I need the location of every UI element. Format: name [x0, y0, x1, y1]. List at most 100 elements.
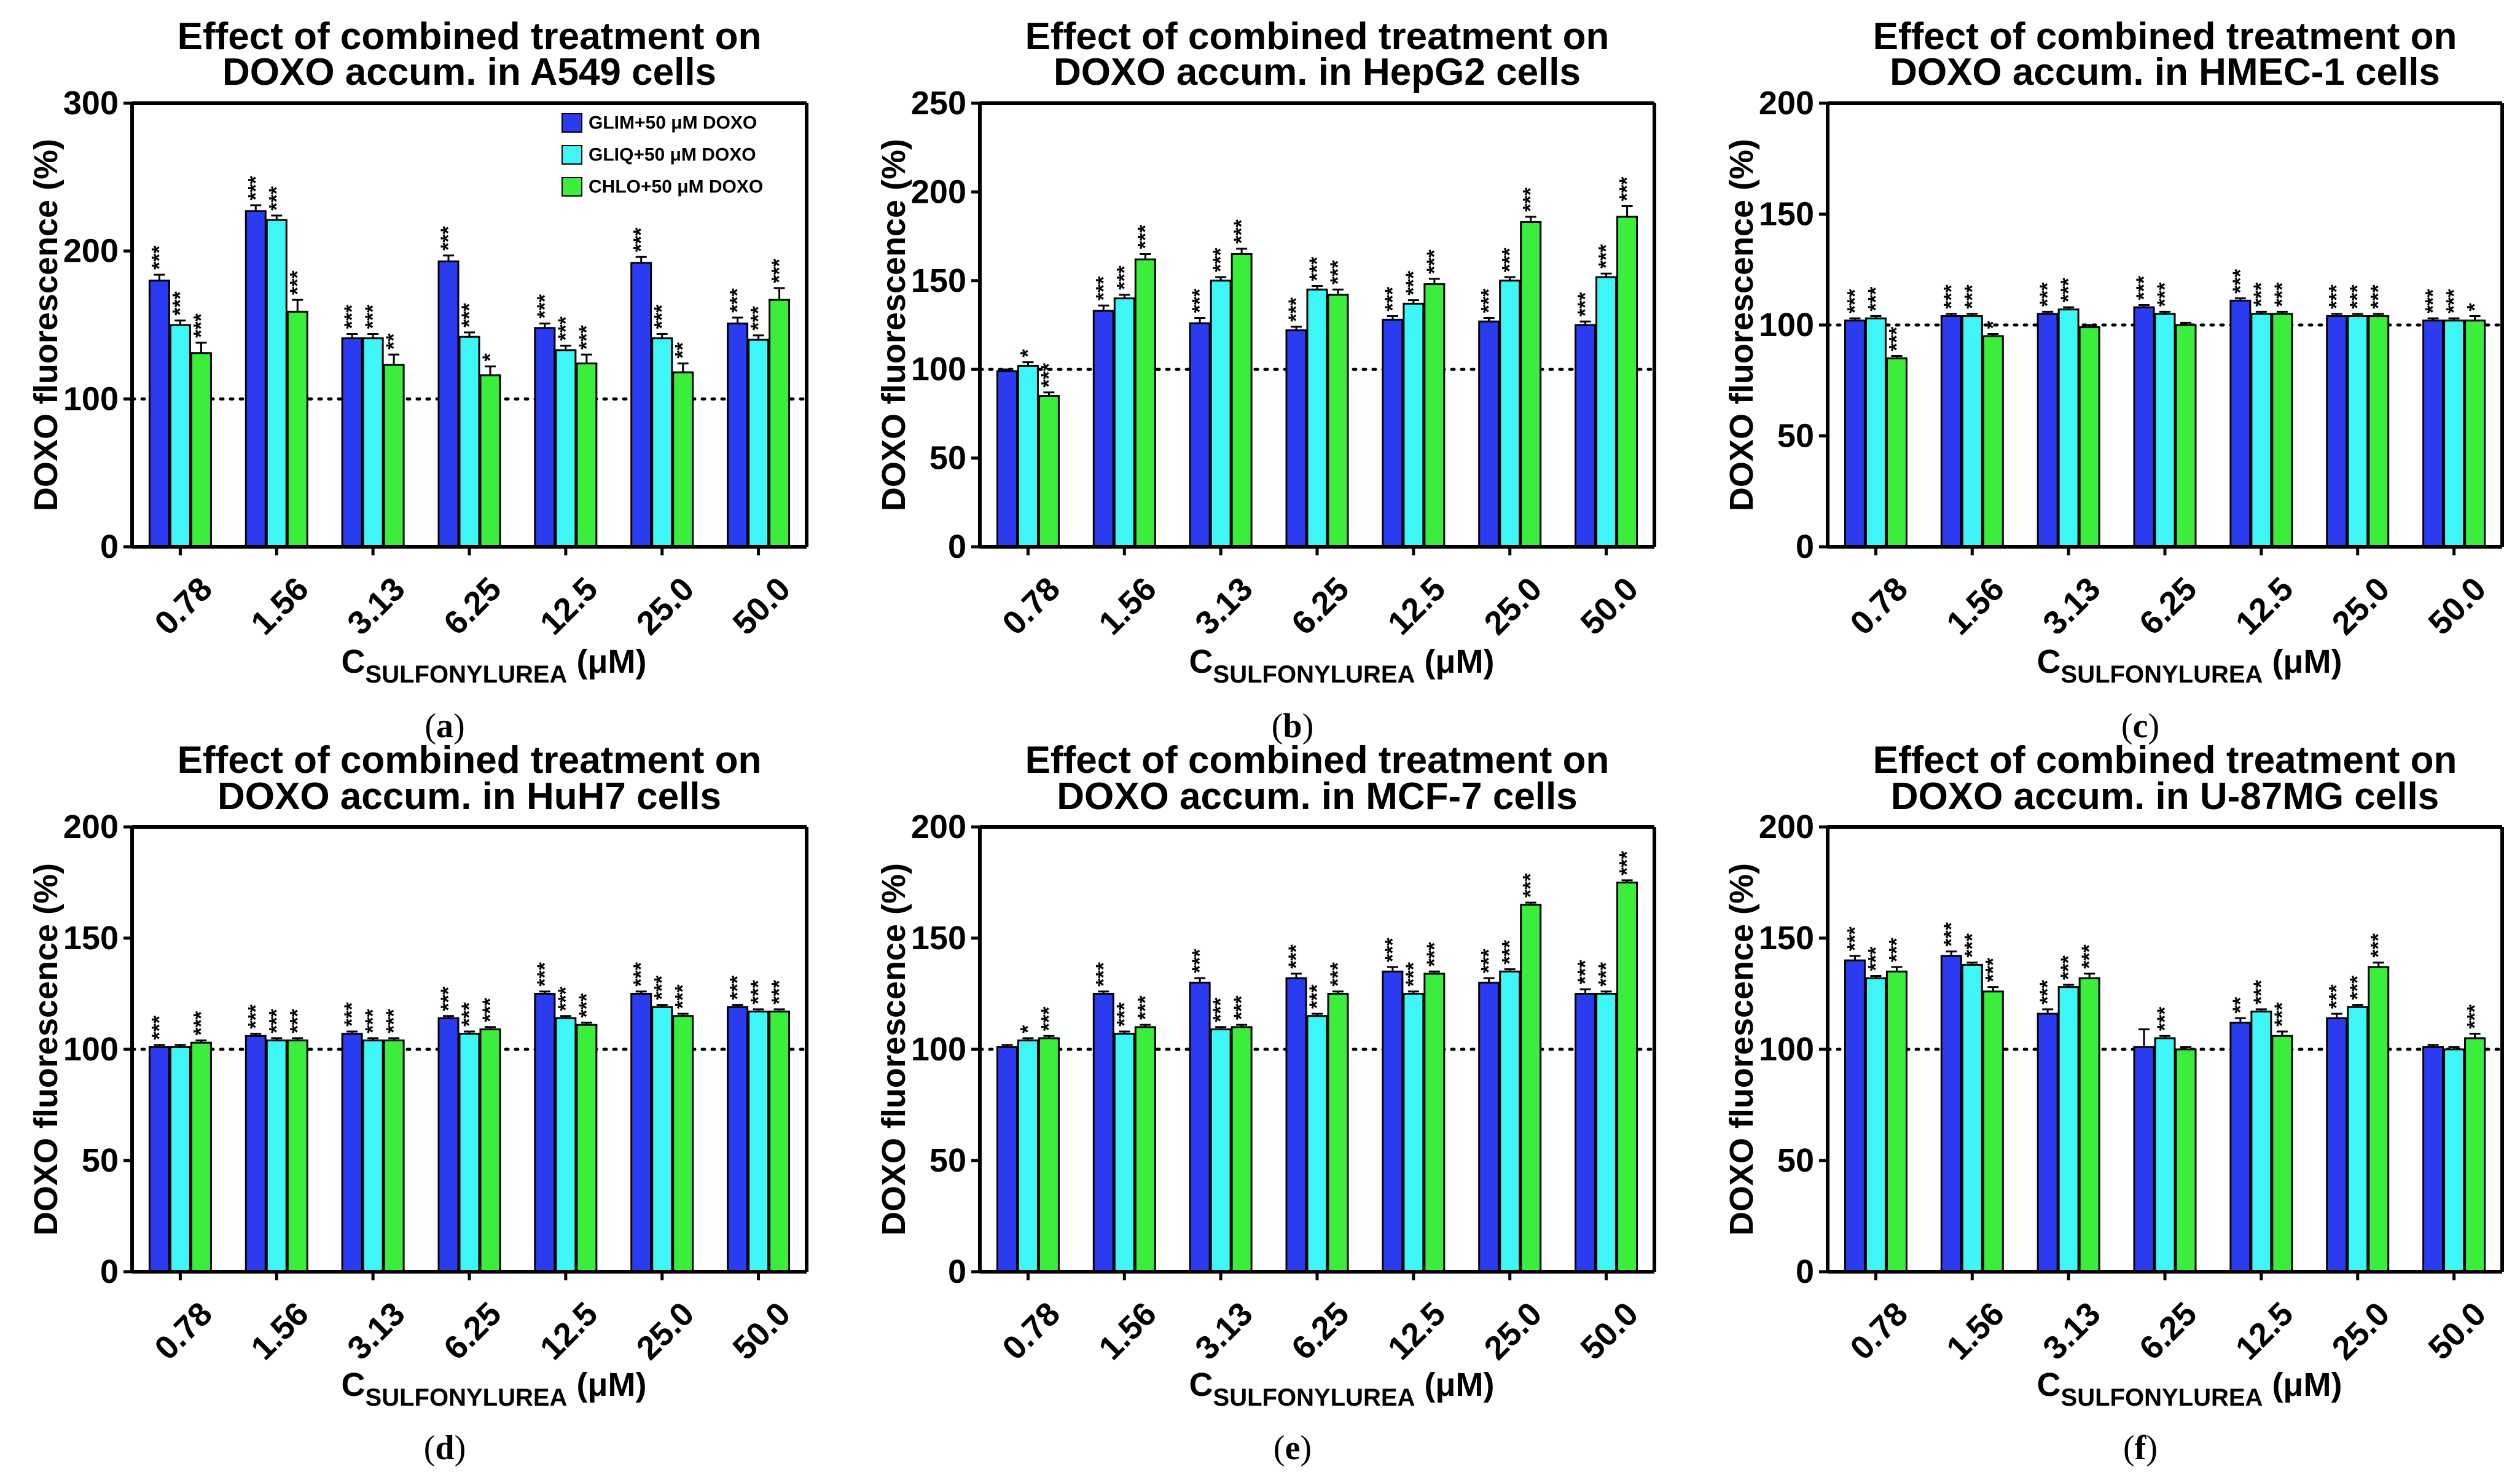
bar-6.25-s1 [437, 1017, 460, 1273]
significance-label: *** [630, 227, 653, 252]
bar-6.25-s1 [437, 260, 460, 548]
legend-label-3: CHLO+50 μM DOXO [589, 177, 763, 197]
bar-1.56-s3 [1134, 1026, 1156, 1273]
bar-3.13-s2 [2057, 308, 2080, 548]
significance-label: *** [361, 304, 385, 329]
bar-0.78-s3 [190, 352, 212, 548]
bar-12.5-s2 [1403, 993, 1425, 1273]
x-tick-label: 0.78 [995, 1295, 1067, 1367]
bar-12.5-s2 [1403, 302, 1425, 548]
x-tick-label: 1.56 [1092, 570, 1164, 642]
significance-label: *** [244, 176, 267, 200]
significance-label: *** [747, 305, 770, 330]
x-tick-label: 1.56 [1092, 1295, 1164, 1367]
bar-0.78-s2 [1865, 977, 1887, 1273]
bar-12.5-s3 [1423, 283, 1446, 548]
x-axis-label-main: C [2037, 643, 2061, 680]
bar-6.25-s3 [2175, 1048, 2197, 1273]
significance-label: *** [768, 258, 791, 283]
significance-label: *** [147, 245, 171, 270]
bar-12.5-s2 [555, 349, 577, 548]
x-axis-label-sub: SULFONYLUREA [2061, 661, 2263, 688]
bar-50.0-s3 [1616, 216, 1638, 548]
panel-letter-close: ) [2146, 1429, 2158, 1467]
significance-label: *** [2132, 275, 2156, 300]
y-tick-label: 200 [1759, 85, 1814, 122]
panel-letter-open: ( [1274, 1429, 1285, 1467]
significance-label: *** [1477, 288, 1501, 313]
bar-1.56-s2 [265, 219, 288, 548]
significance-label: *** [2346, 284, 2369, 308]
bar-3.13-s3 [2078, 326, 2100, 548]
panel-title-line2: DOXO accum. in HepG2 cells [1054, 51, 1581, 93]
x-tick-label: 25.0 [2325, 570, 2397, 642]
significance-label: *** [726, 975, 749, 1000]
bar-0.78-s3 [190, 1041, 212, 1273]
significance-label: *** [533, 961, 557, 986]
bar-3.13-s3 [383, 364, 405, 548]
bar-0.78-s1 [1844, 319, 1866, 548]
significance-label: *** [1113, 1002, 1136, 1027]
y-tick-label: 200 [911, 809, 966, 845]
panel-letter-close: ) [453, 707, 465, 745]
bar-0.78-s2 [1017, 364, 1039, 548]
significance-label: *** [2443, 289, 2466, 313]
bar-25.0-s1 [1478, 981, 1500, 1273]
x-axis-label-unit: (μM) [1415, 643, 1494, 680]
significance-label: *** [1188, 288, 1211, 313]
panel-letter: (a) [425, 707, 464, 745]
bar-12.5-s1 [534, 327, 556, 548]
significance-label: *** [437, 986, 460, 1011]
significance-label: *** [1864, 946, 1887, 971]
bar-50.0-s3 [769, 1010, 791, 1273]
panel-letter-text: e [1285, 1429, 1301, 1467]
y-axis-label: DOXO fluorescence (%) [28, 863, 65, 1235]
x-tick-label: 50.0 [726, 1295, 797, 1367]
significance-label: *** [1037, 1006, 1060, 1031]
bar-6.25-s1 [2133, 306, 2155, 548]
significance-label: *** [2271, 282, 2294, 307]
significance-label: *** [1939, 284, 1963, 308]
significance-label: *** [1133, 995, 1157, 1020]
bar-12.5-s2 [2250, 313, 2272, 548]
bar-50.0-s2 [1595, 276, 1618, 548]
bar-3.13-s2 [2057, 986, 2080, 1273]
bar-1.56-s2 [1961, 963, 1983, 1273]
bar-50.0-s3 [2464, 1037, 2486, 1273]
bar-25.0-s3 [1520, 221, 1542, 548]
significance-label: *** [1381, 938, 1404, 962]
bar-1.56-s3 [1982, 335, 2004, 548]
bar-50.0-s3 [769, 299, 791, 548]
bar-1.56-s1 [1092, 993, 1114, 1273]
x-tick-label: 50.0 [1573, 1295, 1645, 1367]
x-tick-label: 25.0 [630, 570, 702, 642]
x-tick-label: 0.78 [147, 570, 219, 642]
significance-label: *** [340, 304, 364, 329]
y-tick-label: 0 [1796, 1253, 1814, 1290]
x-tick-label: 0.78 [1843, 1295, 1915, 1367]
bar-25.0-s3 [2368, 315, 2390, 548]
significance-label: *** [1230, 219, 1253, 243]
bar-3.13-s2 [362, 1040, 384, 1273]
bar-50.0-s2 [748, 339, 770, 548]
x-tick-label: 6.25 [437, 570, 509, 642]
x-axis-label-sub: SULFONYLUREA [366, 1384, 568, 1411]
x-tick-label: 50.0 [1573, 570, 1645, 642]
significance-label: *** [189, 313, 213, 337]
bar-6.25-s1 [2133, 1046, 2155, 1273]
significance-label: *** [265, 1008, 288, 1033]
significance-label: *** [651, 975, 674, 1000]
y-tick-label: 100 [911, 351, 966, 388]
significance-label: *** [1285, 297, 1308, 321]
x-tick-label: 50.0 [2421, 570, 2493, 642]
bar-25.0-s3 [2368, 966, 2390, 1273]
y-tick-label: 100 [1759, 307, 1814, 343]
significance-label: *** [1616, 850, 1639, 875]
bar-3.13-s1 [341, 1033, 363, 1273]
bar-12.5-s3 [576, 362, 598, 548]
bar-25.0-s1 [1478, 320, 1500, 548]
significance-label: *** [2325, 984, 2349, 1009]
significance-label: * [1016, 1025, 1039, 1033]
